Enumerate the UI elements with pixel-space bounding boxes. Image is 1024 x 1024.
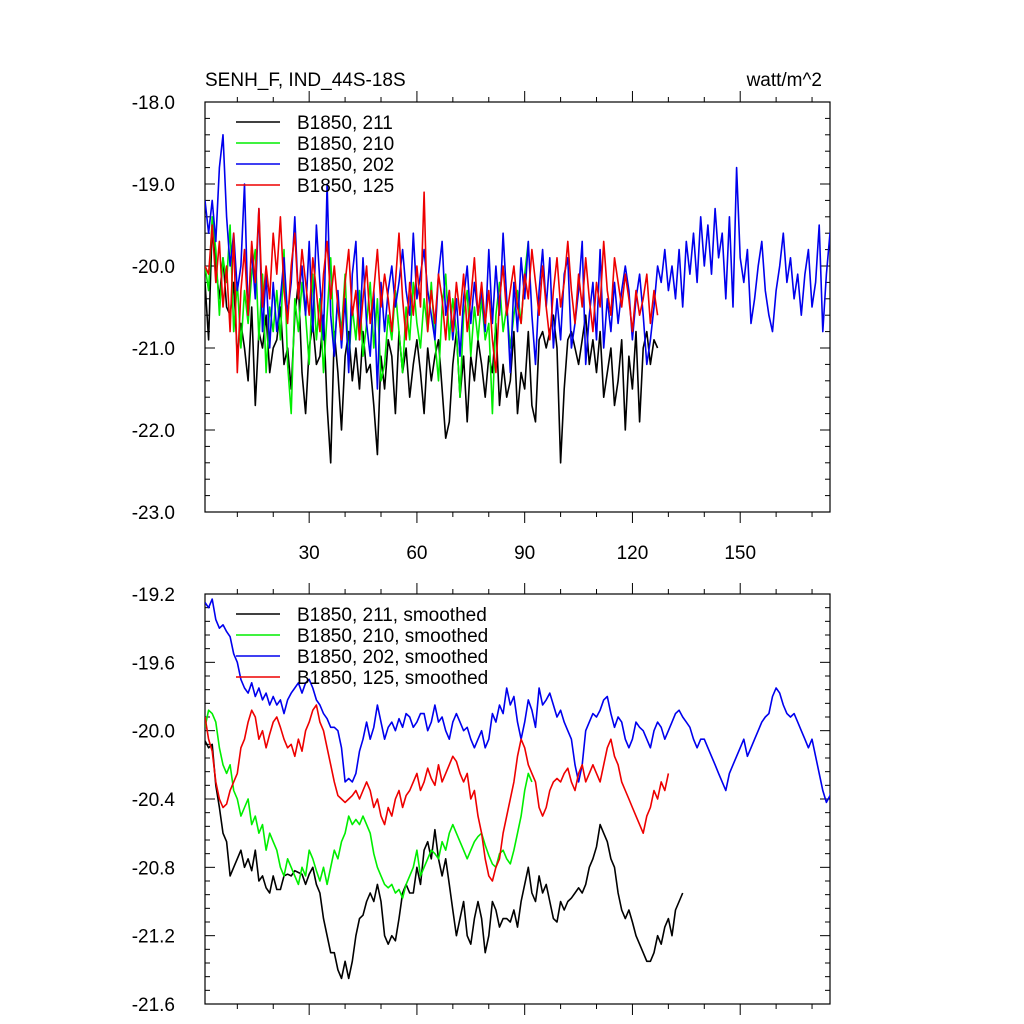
top-xtick-label: 30 [299,543,320,564]
bottom-legend-label: B1850, 211, smoothed [297,605,487,626]
top-ytick-label: -20.0 [132,257,175,278]
bottom-legend-label: B1850, 202, smoothed [297,647,488,668]
top-ytick-label: -19.0 [132,175,175,196]
top-ytick-label: -23.0 [132,503,175,524]
bottom-ytick-label: -20.4 [132,790,176,811]
top-legend-label: B1850, 211 [297,113,393,134]
bottom-legend-label: B1850, 210, smoothed [297,626,488,647]
top-plot-frame [204,101,831,513]
top-series-group [205,134,830,464]
bottom-panel: -21.6 -21.2 -20.8 -20.4 -20.0 -19.6 -19.2 B1850… [132,583,831,1016]
top-xtick-label: 120 [617,543,649,564]
top-series-line-3 [205,191,659,374]
bottom-legend-label: B1850, 125, smoothed [297,668,488,689]
bottom-series-group [205,598,830,980]
top-ytick-label: -21.0 [132,339,175,360]
bottom-series-line-3 [205,704,670,882]
bottom-series-line-2 [205,598,830,804]
top-series-line-2 [205,134,830,390]
bottom-ytick-label: -19.2 [132,585,175,606]
top-legend-label: B1850, 202 [297,155,394,176]
top-xtick-label: 60 [406,543,427,564]
top-ytick-label: -22.0 [132,421,175,442]
top-panel-title: SENH_F, IND_44S-18S [205,70,406,91]
top-legend-label: B1850, 210 [297,134,394,155]
bottom-ytick-label: -19.6 [132,653,175,674]
top-ytick-label: -18.0 [132,93,175,114]
bottom-ytick-label: -20.0 [132,722,175,743]
bottom-ytick-label: -20.8 [132,858,175,879]
bottom-ytick-label: -21.6 [132,995,175,1016]
top-panel-units: watt/m^2 [746,70,822,91]
top-xtick-label: 150 [724,543,756,564]
bottom-series-line-1 [205,709,533,899]
top-series-line-0 [205,224,659,464]
top-legend-label: B1850, 125 [297,176,394,197]
top-xtick-label: 90 [514,543,535,564]
bottom-ytick-label: -21.2 [132,927,175,948]
top-panel: SENH_F, IND_44S-18S watt/m^2 -23.0 -22.0 -… [132,70,831,564]
